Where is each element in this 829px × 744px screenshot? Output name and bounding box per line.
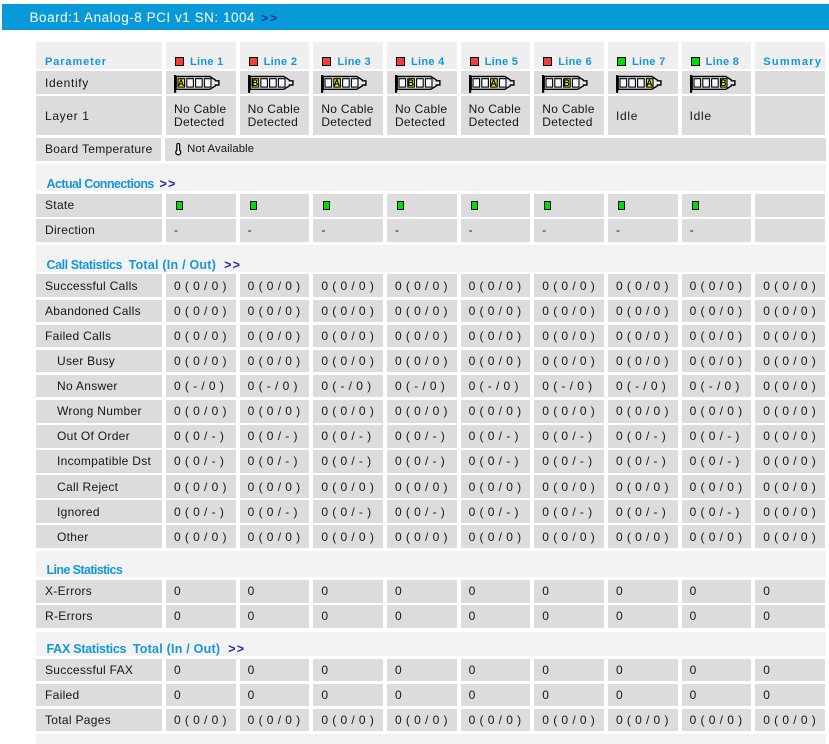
svg-text:B: B: [720, 78, 727, 88]
svg-text:A: A: [334, 78, 341, 88]
svg-text:A: A: [646, 78, 653, 88]
svg-text:A: A: [178, 78, 185, 88]
svg-text:B: B: [564, 78, 571, 88]
svg-text:A: A: [490, 78, 497, 88]
svg-text:B: B: [408, 78, 415, 88]
svg-text:B: B: [252, 78, 259, 88]
